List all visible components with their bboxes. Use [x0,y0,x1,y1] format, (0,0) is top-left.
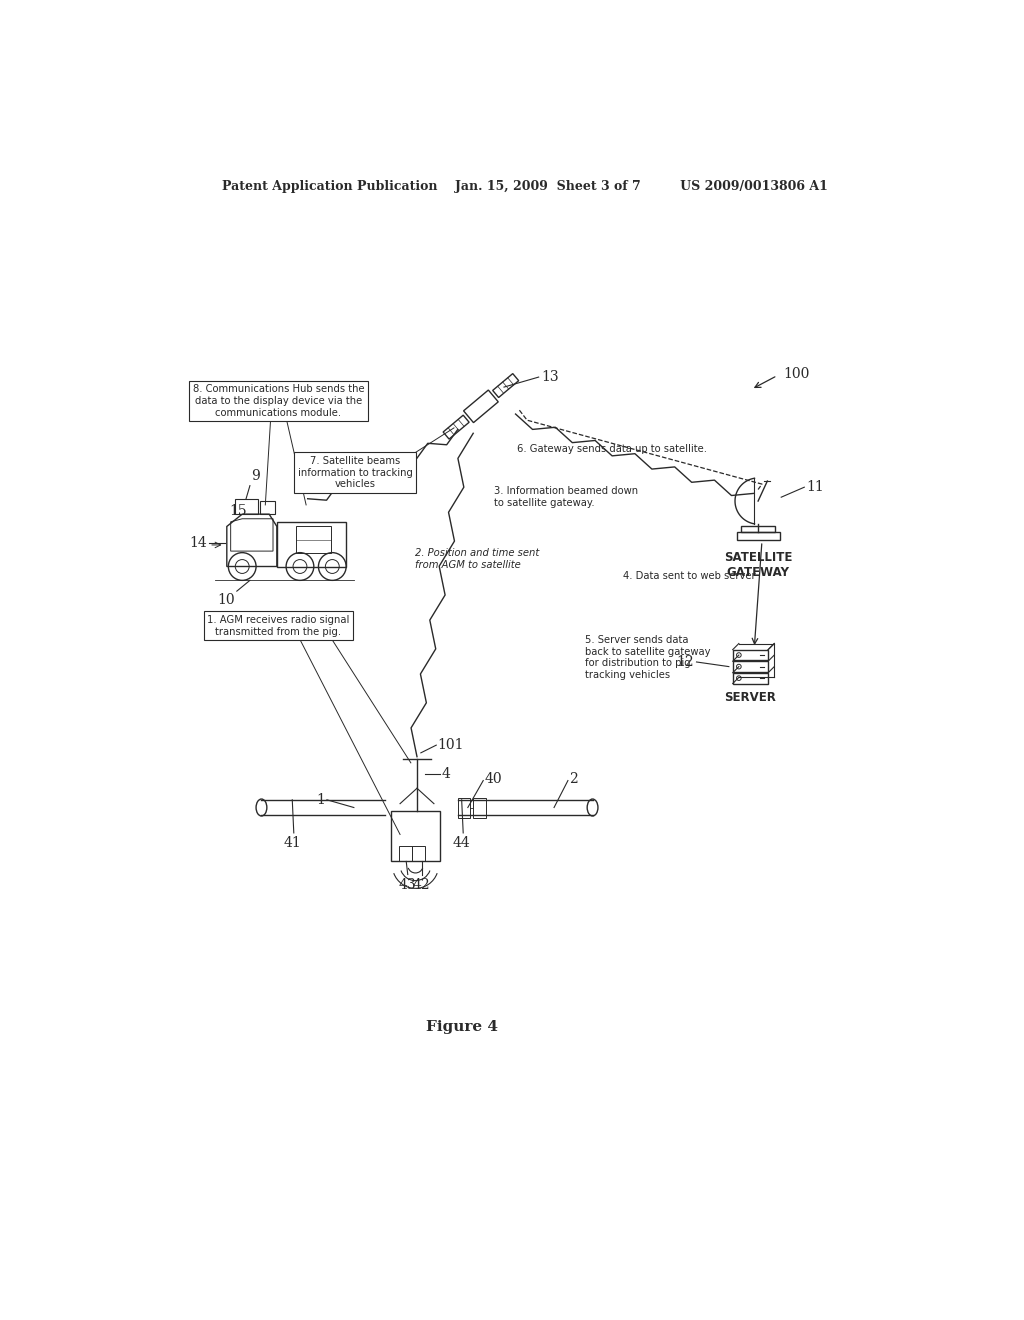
Text: 12: 12 [677,655,694,669]
Text: 40: 40 [484,772,503,785]
Text: 2. Position and time sent
from AGM to satellite: 2. Position and time sent from AGM to sa… [416,548,540,570]
Text: 42: 42 [413,878,430,891]
Text: SERVER: SERVER [724,692,776,705]
Text: 100: 100 [783,367,810,381]
Text: 43: 43 [399,878,417,891]
Text: 14: 14 [189,536,208,550]
Text: 8. Communications Hub sends the
data to the display device via the
communication: 8. Communications Hub sends the data to … [193,384,365,417]
Text: 10: 10 [218,593,236,607]
Text: 13: 13 [541,370,559,384]
Text: 15: 15 [229,504,247,517]
Text: Figure 4: Figure 4 [426,1020,498,1034]
Text: 6. Gateway sends data up to satellite.: 6. Gateway sends data up to satellite. [517,445,708,454]
Text: 41: 41 [284,836,301,850]
Text: 5. Server sends data
back to satellite gateway
for distribution to pig
tracking : 5. Server sends data back to satellite g… [585,635,711,680]
Text: 3. Information beamed down
to satellite gateway.: 3. Information beamed down to satellite … [494,486,638,508]
Text: 101: 101 [438,738,464,752]
Text: 44: 44 [453,836,471,850]
Text: 4: 4 [441,767,451,781]
Text: 11: 11 [806,480,823,494]
Text: 1. AGM receives radio signal
transmitted from the pig.: 1. AGM receives radio signal transmitted… [207,615,349,636]
Text: SATELLITE
GATEWAY: SATELLITE GATEWAY [724,552,793,579]
Text: 2: 2 [569,772,579,785]
Text: 4. Data sent to web server: 4. Data sent to web server [624,570,756,581]
Text: 9: 9 [252,470,260,483]
Text: Patent Application Publication    Jan. 15, 2009  Sheet 3 of 7         US 2009/00: Patent Application Publication Jan. 15, … [222,181,827,194]
Text: 7. Satellite beams
information to tracking
vehicles: 7. Satellite beams information to tracki… [298,455,413,490]
Text: 1: 1 [316,793,326,807]
